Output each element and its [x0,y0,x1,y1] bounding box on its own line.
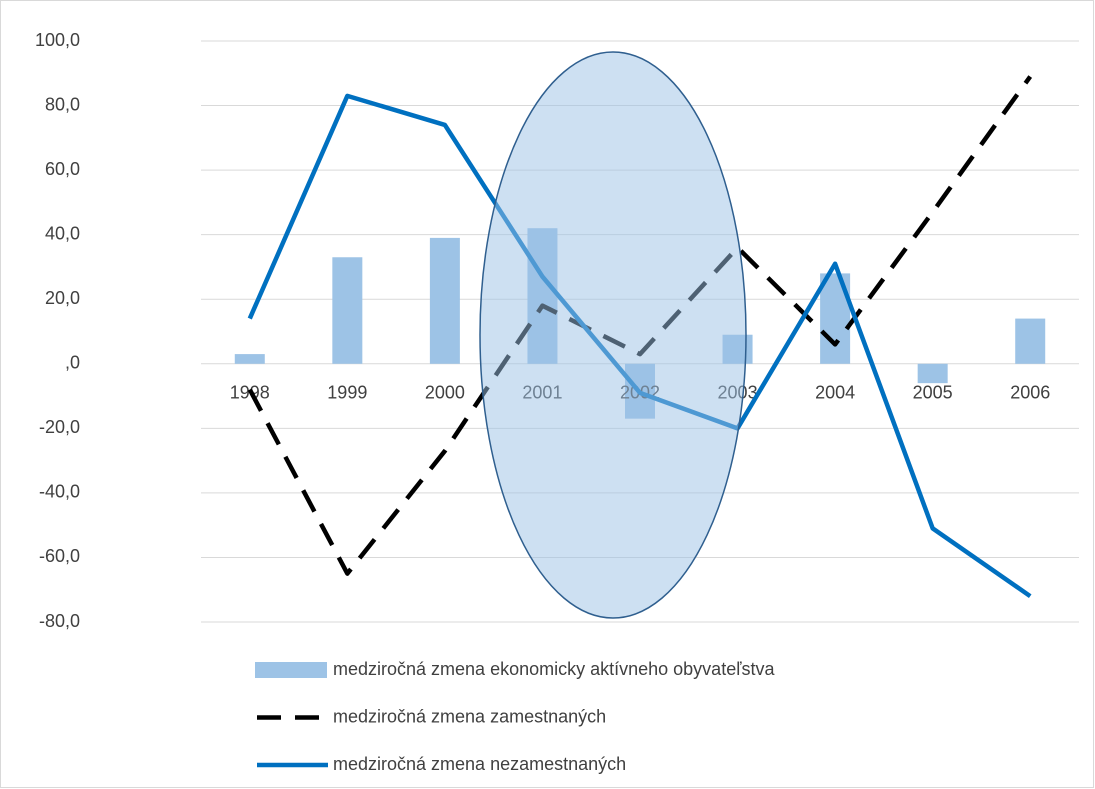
x-tick-label: 2005 [913,383,953,403]
y-tick-label: ,0 [65,353,80,373]
bar [1015,318,1046,364]
x-tick-label: 2006 [1010,383,1050,403]
x-tick-label: 2000 [425,383,465,403]
legend-label: medziročná zmena nezamestnaných [333,754,626,774]
x-tick-label: 1999 [327,383,367,403]
y-tick-label: -20,0 [39,417,80,437]
y-tick-label: 100,0 [35,30,80,50]
bar [332,257,363,364]
y-tick-label: -60,0 [39,546,80,566]
bar [429,237,460,364]
y-tick-label: -40,0 [39,482,80,502]
bar [234,354,265,364]
legend-label: medziročná zmena ekonomicky aktívneho ob… [333,659,775,679]
highlight-ellipse [479,51,747,619]
legend: medziročná zmena ekonomicky aktívneho ob… [255,659,775,774]
x-tick-label: 2004 [815,383,855,403]
y-tick-label: 40,0 [45,223,80,243]
y-tick-label: 20,0 [45,288,80,308]
y-tick-label: 80,0 [45,94,80,114]
y-tick-label: -80,0 [39,611,80,631]
y-tick-label: 60,0 [45,159,80,179]
legend-swatch [255,662,327,678]
bar [917,363,948,384]
legend-label: medziročná zmena zamestnaných [333,706,606,726]
